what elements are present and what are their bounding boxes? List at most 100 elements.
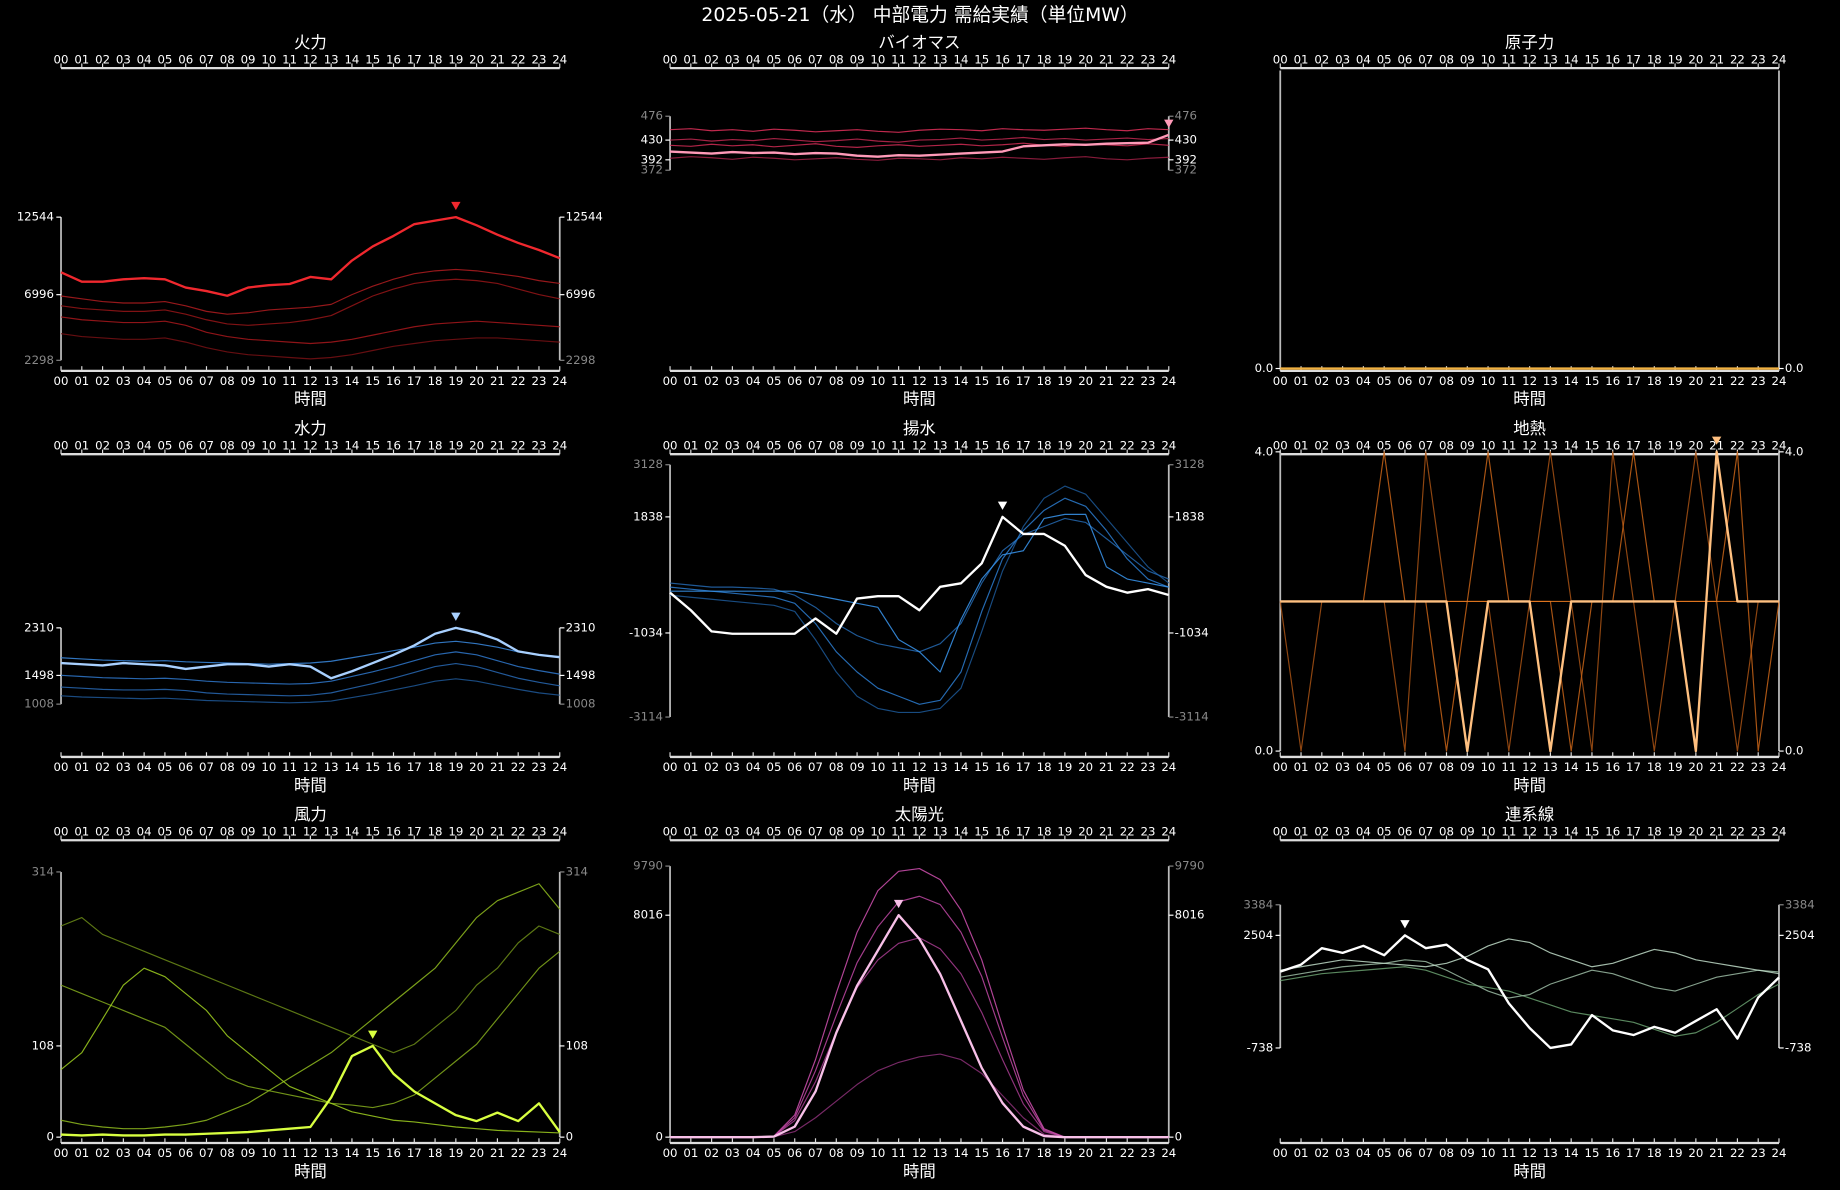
series-line [670,127,1169,133]
y-tick-label: 12544 [566,210,603,224]
y-tick-label: 4.0 [1255,444,1274,458]
y-tick-label: 0 [47,1130,54,1144]
y-tick-label: 12544 [17,210,54,224]
x-tick-label: 24 [1772,825,1787,839]
y-tick-label: -3114 [1175,710,1209,724]
x-tick-label: 10 [261,52,276,66]
x-tick-label: 10 [870,760,885,774]
x-tick-label: 06 [787,825,802,839]
x-tick-label: 24 [1161,760,1176,774]
x-tick-label: 17 [1626,1146,1641,1160]
x-tick-label: 20 [1078,438,1093,452]
y-tick-label: -738 [1785,1040,1812,1054]
x-tick-label: 22 [1730,438,1745,452]
x-tick-label: 24 [1772,1146,1787,1160]
x-tick-label: 21 [1709,52,1724,66]
x-tick-label: 20 [1688,825,1703,839]
x-tick-label: 12 [912,760,927,774]
x-tick-label: 17 [1016,438,1031,452]
x-tick-label: 07 [808,1146,823,1160]
x-tick-label: 02 [95,52,110,66]
x-tick-label: 19 [448,1146,463,1160]
x-tick-label: 19 [448,438,463,452]
x-tick-label: 05 [1377,438,1392,452]
x-tick-label: 04 [746,760,761,774]
x-tick-label: 11 [891,374,906,388]
x-tick-label: 02 [1314,438,1329,452]
x-tick-label: 01 [74,825,89,839]
y-tick-label: 392 [641,152,663,166]
x-tick-label: 09 [1460,52,1475,66]
x-tick-label: 24 [1161,825,1176,839]
x-tick-label: 06 [787,1146,802,1160]
x-tick-label: 24 [1161,374,1176,388]
x-tick-label: 11 [282,825,297,839]
x-tick-label: 13 [933,438,948,452]
x-tick-label: 19 [1057,52,1072,66]
x-tick-label: 23 [532,1146,547,1160]
x-tick-label: 00 [1273,1146,1288,1160]
x-tick-label: 22 [1730,374,1745,388]
x-tick-label: 12 [912,1146,927,1160]
x-tick-label: 04 [746,52,761,66]
x-tick-label: 22 [1120,52,1135,66]
x-tick-label: 16 [386,438,401,452]
x-tick-label: 20 [1688,438,1703,452]
x-tick-label: 19 [1057,1146,1072,1160]
x-tick-label: 08 [829,438,844,452]
x-tick-label: 07 [1418,52,1433,66]
x-tick-label: 09 [850,438,865,452]
x-tick-label: 13 [324,52,339,66]
x-tick-label: 10 [1481,760,1496,774]
x-tick-label: 14 [344,374,359,388]
x-tick-label: 12 [1522,825,1537,839]
series-line [1280,959,1780,999]
x-tick-label: 12 [1522,438,1537,452]
panel-title: 火力 [294,33,327,52]
x-tick-label: 20 [469,760,484,774]
x-tick-label: 07 [1418,374,1433,388]
x-tick-label: 19 [1057,825,1072,839]
x-tick-label: 12 [912,374,927,388]
x-tick-label: 15 [974,825,989,839]
x-tick-label: 19 [1668,825,1683,839]
y-tick-label: 9790 [633,859,663,873]
series-line [60,651,560,685]
x-tick-label: 01 [1294,760,1309,774]
x-tick-label: 11 [1501,1146,1516,1160]
y-tick-label: -1034 [629,625,663,639]
x-tick-label: 02 [95,1146,110,1160]
x-tick-label: 21 [490,52,505,66]
x-tick-label: 23 [1751,760,1766,774]
x-tick-label: 19 [448,760,463,774]
x-tick-label: 12 [1522,1146,1537,1160]
x-tick-label: 06 [1397,438,1412,452]
x-tick-label: 12 [1522,760,1537,774]
peak-marker [1711,436,1722,445]
x-axis-label: 時間 [1513,1162,1546,1181]
series-line [60,316,560,345]
y-tick-label: 372 [1175,163,1197,177]
x-tick-label: 15 [365,52,380,66]
x-tick-label: 18 [1647,1146,1662,1160]
x-tick-label: 01 [683,1146,698,1160]
x-tick-label: 19 [1668,374,1683,388]
x-tick-label: 13 [933,1146,948,1160]
x-tick-label: 21 [490,1146,505,1160]
x-tick-label: 03 [1335,1146,1350,1160]
x-tick-label: 22 [1120,438,1135,452]
x-tick-label: 24 [552,438,567,452]
x-tick-label: 21 [1099,760,1114,774]
x-tick-label: 11 [1501,374,1516,388]
x-tick-label: 05 [766,438,781,452]
x-tick-label: 12 [1522,52,1537,66]
x-tick-label: 16 [995,438,1010,452]
x-tick-label: 20 [469,438,484,452]
x-tick-label: 09 [1460,825,1475,839]
x-tick-label: 16 [995,1146,1010,1160]
x-tick-label: 05 [766,1146,781,1160]
x-tick-label: 23 [1141,1146,1156,1160]
y-tick-label: -1034 [1175,625,1209,639]
x-tick-label: 07 [1418,1146,1433,1160]
x-tick-label: 09 [241,760,256,774]
